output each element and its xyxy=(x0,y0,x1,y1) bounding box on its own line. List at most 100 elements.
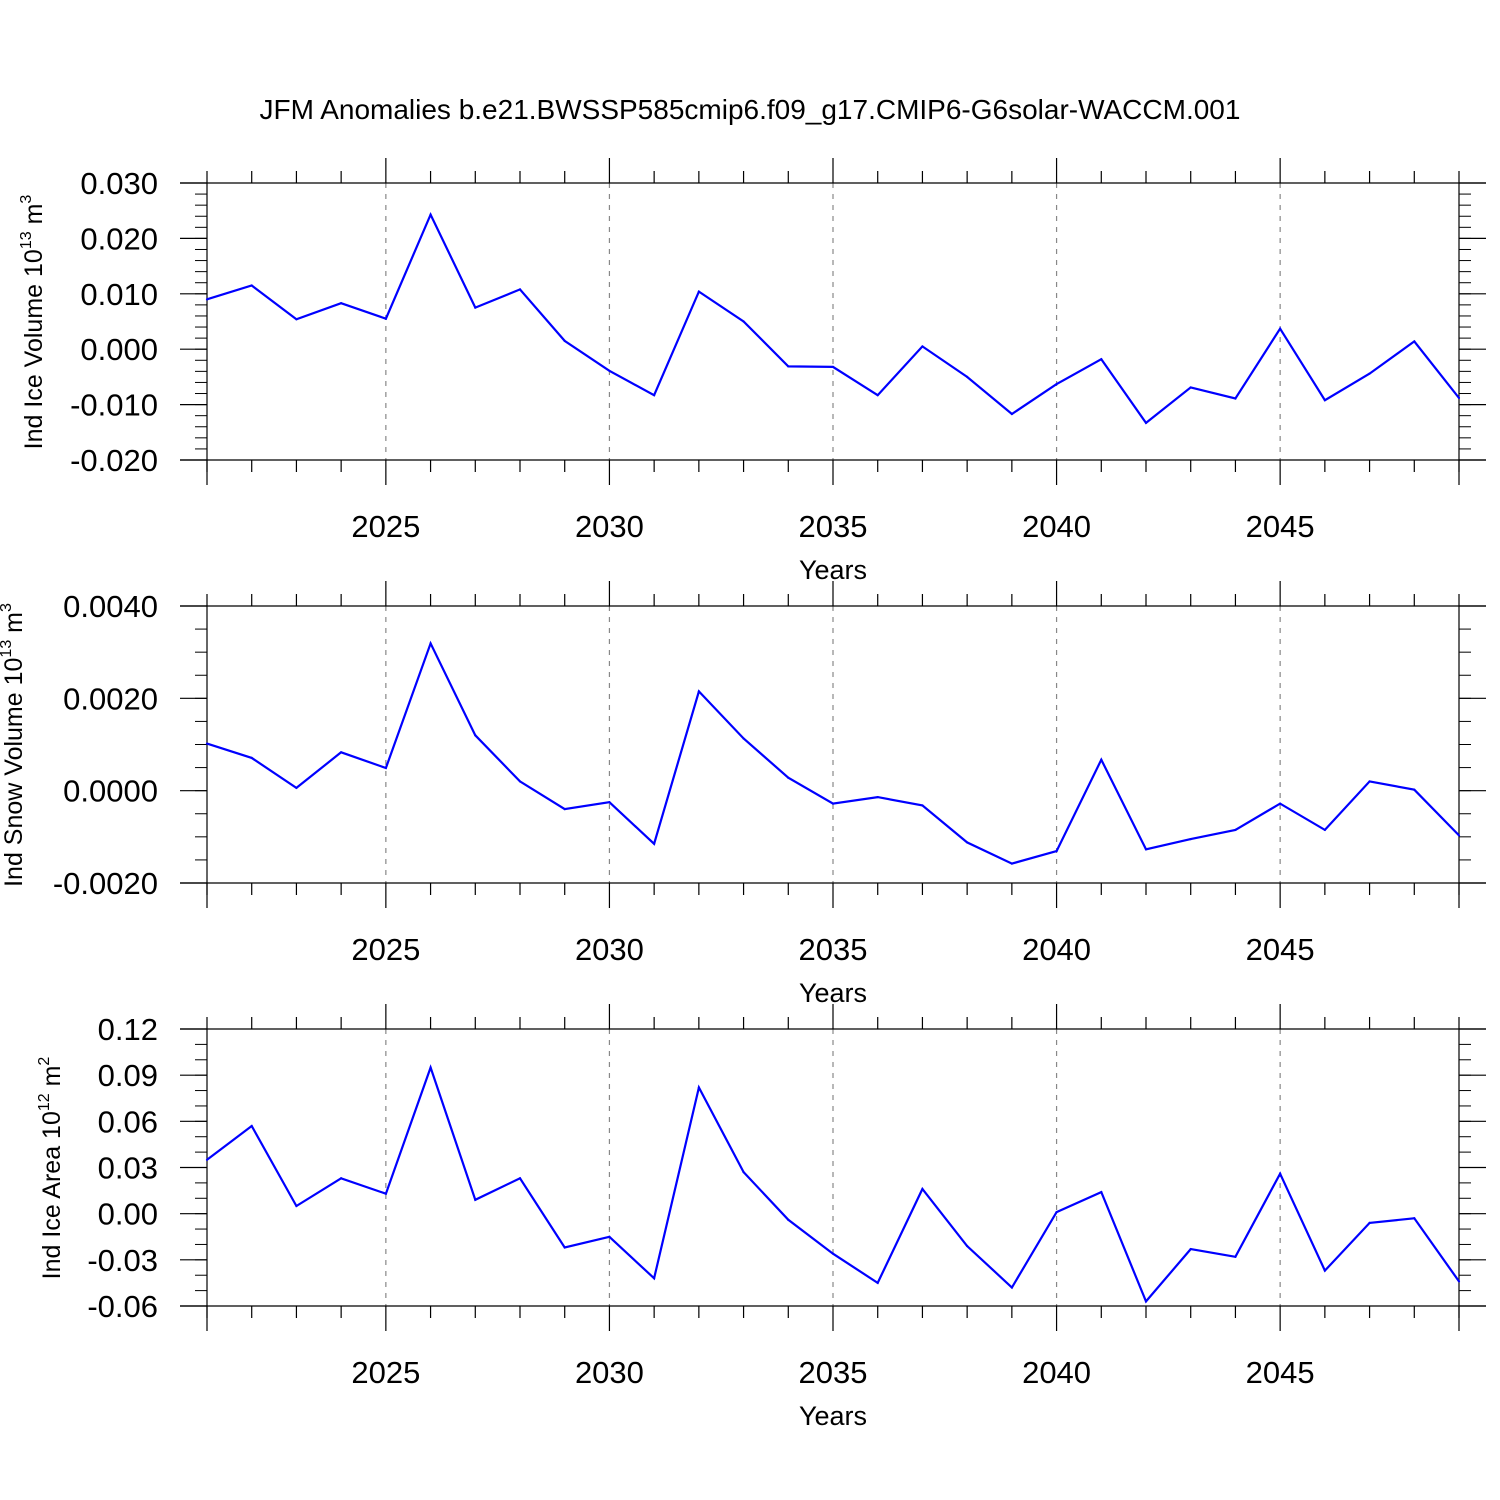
y-tick-label: -0.0020 xyxy=(53,866,158,901)
data-point xyxy=(921,804,924,807)
y-tick-label: 0.12 xyxy=(98,1012,158,1047)
y-tick-label: 0.06 xyxy=(98,1104,158,1139)
data-point xyxy=(787,776,790,779)
y-tick-label: 0.000 xyxy=(80,332,158,367)
data-point xyxy=(653,394,656,397)
x-tick-label: 2040 xyxy=(1022,1355,1091,1390)
panel-snow-volume: Ind Snow Volume 1013 m3 Years -0.0020 0.0… xyxy=(0,581,1486,1008)
data-point xyxy=(1457,396,1461,400)
data-point xyxy=(966,375,969,378)
data-point xyxy=(876,394,879,397)
data-point xyxy=(1413,1217,1416,1220)
data-point xyxy=(831,1252,835,1255)
data-point xyxy=(876,796,879,799)
data-point xyxy=(384,766,387,770)
data-point xyxy=(1457,834,1461,837)
data-point xyxy=(429,213,432,216)
data-point xyxy=(205,742,209,745)
data-point xyxy=(742,737,745,740)
y-tick-label: 0.09 xyxy=(98,1058,158,1093)
panel-ice-volume: Ind Ice Volume 1013 m3 Years -0.020 -0.01… xyxy=(18,158,1486,585)
y-tick-label: -0.06 xyxy=(87,1289,158,1324)
x-tick-label: 2045 xyxy=(1246,932,1315,967)
data-point xyxy=(1189,838,1192,841)
y-tick-label: 0.010 xyxy=(80,277,158,312)
data-point xyxy=(563,339,566,342)
data-point xyxy=(384,317,387,320)
data-point xyxy=(1413,340,1416,343)
y-tick-label: 0.030 xyxy=(80,166,158,201)
y-tick-label: 0.0020 xyxy=(63,681,158,716)
data-point xyxy=(474,734,477,737)
data-point xyxy=(295,1204,298,1208)
data-point xyxy=(1234,397,1237,400)
data-point xyxy=(1413,788,1416,791)
data-point xyxy=(250,1124,253,1128)
data-point xyxy=(384,1192,387,1195)
data-point xyxy=(1189,1247,1192,1251)
x-axis-label: Years xyxy=(799,978,867,1008)
data-point xyxy=(697,290,700,293)
data-point xyxy=(518,780,522,783)
data-point xyxy=(1323,1269,1326,1272)
data-point xyxy=(250,284,253,287)
panel-ice-area: Ind Ice Area 1012 m2 Years -0.06 -0.03 0.0… xyxy=(36,1004,1486,1431)
data-point xyxy=(966,1244,969,1248)
data-point xyxy=(1368,1221,1371,1224)
data-point xyxy=(1279,1172,1282,1175)
data-point xyxy=(250,756,253,759)
data-point xyxy=(1144,848,1148,851)
x-tick-label: 2045 xyxy=(1246,509,1315,544)
data-point xyxy=(1279,327,1282,330)
x-tick-label: 2035 xyxy=(799,932,868,967)
data-point xyxy=(1100,1191,1103,1194)
data-point xyxy=(1010,412,1013,416)
x-tick-label: 2035 xyxy=(799,1355,868,1390)
data-point xyxy=(1323,399,1326,402)
y-tick-label: -0.03 xyxy=(87,1243,158,1278)
data-point xyxy=(742,1171,745,1174)
data-point xyxy=(1368,372,1371,375)
x-tick-label: 2030 xyxy=(575,1355,644,1390)
y-tick-label: 0.0000 xyxy=(63,774,158,809)
data-point xyxy=(697,690,700,693)
data-point xyxy=(340,1177,343,1180)
data-point xyxy=(1323,828,1326,832)
data-point xyxy=(1100,358,1103,361)
data-point xyxy=(1100,758,1103,761)
data-point xyxy=(474,306,477,309)
data-point xyxy=(1055,850,1058,853)
data-point xyxy=(831,802,835,805)
data-point xyxy=(1457,1280,1461,1283)
data-point xyxy=(295,318,298,321)
y-tick-label: -0.020 xyxy=(70,443,158,478)
data-point xyxy=(697,1086,700,1089)
data-point xyxy=(742,320,745,323)
y-tick-label: -0.010 xyxy=(70,388,158,423)
x-tick-label: 2030 xyxy=(575,932,644,967)
data-point xyxy=(563,1246,566,1249)
data-point xyxy=(429,1066,432,1069)
y-axis-label: Ind Ice Area 1012 m2 xyxy=(36,1057,66,1280)
data-point xyxy=(205,1158,209,1161)
x-tick-label: 2035 xyxy=(799,509,868,544)
data-point xyxy=(1189,386,1192,389)
data-point xyxy=(1010,862,1013,865)
data-point xyxy=(340,751,343,754)
data-point xyxy=(921,345,924,348)
data-point xyxy=(1368,780,1371,783)
x-axis-label: Years xyxy=(799,555,867,585)
data-point xyxy=(1234,1255,1237,1258)
y-tick-label: 0.0040 xyxy=(63,589,158,624)
x-tick-label: 2040 xyxy=(1022,932,1091,967)
x-tick-label: 2025 xyxy=(351,932,420,967)
data-point xyxy=(340,302,343,305)
data-point xyxy=(831,365,835,369)
x-tick-label: 2045 xyxy=(1246,1355,1315,1390)
y-tick-label: 0.00 xyxy=(98,1197,158,1232)
data-point xyxy=(876,1281,879,1285)
y-axis-label: Ind Ice Volume 1013 m3 xyxy=(18,195,48,450)
data-point xyxy=(518,1177,522,1180)
data-point xyxy=(1144,1300,1148,1303)
